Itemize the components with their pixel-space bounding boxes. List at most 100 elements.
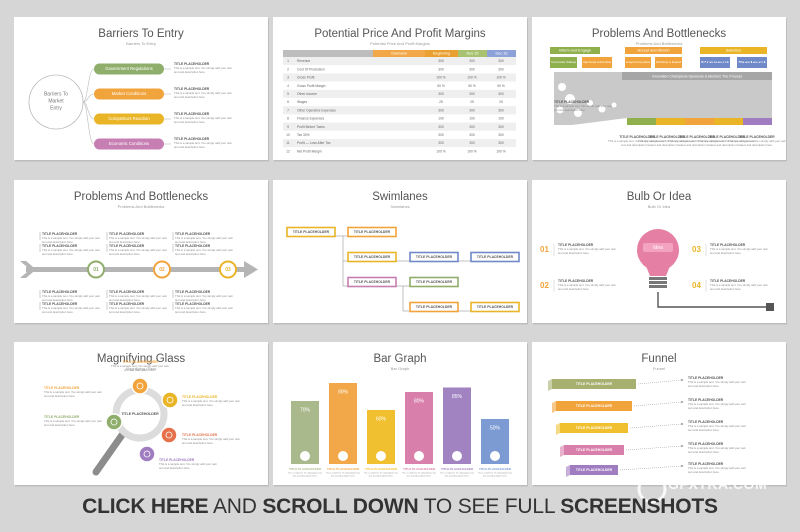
ribbon: [560, 423, 628, 433]
ribbon: [556, 401, 632, 411]
sample-text: This is a sample text. You simply add yo…: [42, 306, 100, 310]
sample-text: text and description here.: [174, 70, 206, 74]
placeholder-heading: TITLE PLACEHOLDER: [558, 243, 594, 247]
cta-text: TO SEE FULL: [423, 495, 555, 518]
table-cell: Wages: [297, 100, 307, 104]
placeholder-heading: TITLE PLACEHOLDER: [44, 386, 80, 390]
sample-text: text and description here.: [710, 287, 742, 291]
step-number: 04: [692, 281, 701, 290]
table-cell: 300: [498, 92, 504, 96]
slide-title: Bulb Or Idea: [627, 191, 692, 203]
ribbon-label: TITLE PLACEHOLDER: [576, 382, 613, 386]
table-cell: 2: [287, 67, 289, 71]
slide-subtitle: Problems And Bottlenecks: [636, 41, 683, 46]
sample-text: text and description here.: [331, 475, 356, 478]
connector: [82, 93, 95, 103]
table-cell: Finance Expenses: [297, 117, 324, 121]
sample-text: This is a sample text. You simply add yo…: [175, 306, 233, 310]
step-number: 02: [159, 267, 165, 273]
step-number: 01: [93, 267, 99, 273]
table-row: [283, 89, 516, 98]
plug: [766, 303, 774, 311]
placeholder-heading: TITLE PLACEHOLDER: [182, 433, 218, 437]
table-cell: Other Income: [297, 92, 317, 96]
watermark-logo: [637, 474, 667, 504]
sample-text: This is a sample text. You simply add yo…: [182, 437, 240, 441]
sample-text: text and description here.: [445, 475, 470, 478]
bar-title: TITLE PLACEHOLDER: [289, 467, 322, 471]
arrow-tail: [20, 261, 36, 278]
placeholder-heading: TITLE PLACEHOLDER: [688, 398, 724, 402]
sample-text: This is a sample text. You simply add yo…: [174, 116, 232, 120]
table-row: [283, 106, 516, 115]
table-cell: 300: [438, 125, 444, 129]
table-header: [458, 50, 487, 57]
sample-text: This is a sample text. You simply add yo…: [44, 419, 102, 423]
placeholder-heading: TITLE PLACEHOLDER: [122, 360, 158, 364]
pill: [94, 88, 164, 100]
ribbon: [564, 445, 624, 455]
bulb-base: [649, 277, 667, 280]
ribbon: [552, 379, 636, 389]
slide-title: Swimlanes: [372, 191, 428, 203]
call-to-action[interactable]: CLICK HERE AND SCROLL DOWN TO SEE FULL S…: [0, 490, 800, 524]
step-label: Workshop to Expand: [656, 60, 682, 64]
sample-text: This is a sample text. You simply add yo…: [174, 91, 232, 95]
ribbon-fold: [548, 379, 552, 391]
lane-box: [470, 251, 520, 263]
sample-text: text and description here.: [42, 310, 74, 314]
table-cell: 300: [438, 133, 444, 137]
icon-circle: [161, 391, 179, 409]
table-cell: 300: [469, 108, 475, 112]
cord: [657, 292, 768, 308]
stage-bar: [714, 118, 743, 125]
slide: Potential Price And Profit MarginsPotent…: [273, 17, 528, 162]
lane-box: [409, 301, 459, 313]
bar: [329, 383, 357, 464]
pill: [94, 63, 164, 75]
placeholder-heading: TITLE PLACEHOLDER: [688, 442, 724, 446]
placeholder-heading: TITLE PLACEHOLDER: [619, 135, 655, 139]
lane-label: TITLE PLACEHOLDER: [477, 255, 514, 259]
table-cell: 9: [287, 125, 289, 129]
table-row: [283, 122, 516, 131]
sample-text: text and description here.: [681, 143, 713, 147]
phase-label: Inform and Engage: [559, 49, 591, 53]
icon-circle: [131, 377, 149, 395]
idea-dot: [574, 109, 582, 117]
ribbon-fold: [552, 401, 556, 413]
placeholder-heading: TITLE PLACEHOLDER: [554, 100, 590, 104]
lane-label: TITLE PLACEHOLDER: [354, 280, 391, 284]
lane-label: TITLE PLACEHOLDER: [293, 230, 330, 234]
table-cell: 300: [498, 67, 504, 71]
lane-label: TITLE PLACEHOLDER: [354, 255, 391, 259]
table-cell: 300: [438, 141, 444, 145]
table-header: [373, 50, 425, 57]
icon-circle: [160, 426, 178, 444]
sample-text: This is a sample text. You simply add yo…: [554, 104, 612, 108]
placeholder-heading: TITLE PLACEHOLDER: [109, 232, 145, 236]
center-text: Entry: [50, 105, 62, 111]
phase-label: Selection: [726, 49, 742, 53]
sample-text: text and description here.: [688, 406, 720, 410]
step-circle: [153, 260, 171, 279]
table-cell: 300: [498, 108, 504, 112]
step: [582, 57, 612, 68]
table-cell: Profit Before Taxes: [297, 125, 325, 129]
sample-text: This is a sample text. You simply add yo…: [42, 294, 100, 298]
table-cell: 50 %: [437, 84, 445, 88]
sample-text: This is a sample text. You simply add yo…: [109, 306, 167, 310]
sample-text: text and description here.: [711, 143, 743, 147]
table-row: [283, 81, 516, 90]
placeholder-heading: TITLE PLACEHOLDER: [175, 290, 211, 294]
lane-box: [347, 226, 397, 238]
leader-dot: [681, 401, 683, 403]
table-row: [283, 147, 516, 156]
sample-text: text and description here.: [175, 252, 207, 256]
icon: [166, 396, 174, 404]
table-cell: 1: [287, 59, 289, 63]
sample-text: text and description here.: [407, 475, 432, 478]
cta-bold: CLICK HERE: [82, 495, 209, 518]
slide-title: Barriers To Entry: [98, 28, 184, 40]
